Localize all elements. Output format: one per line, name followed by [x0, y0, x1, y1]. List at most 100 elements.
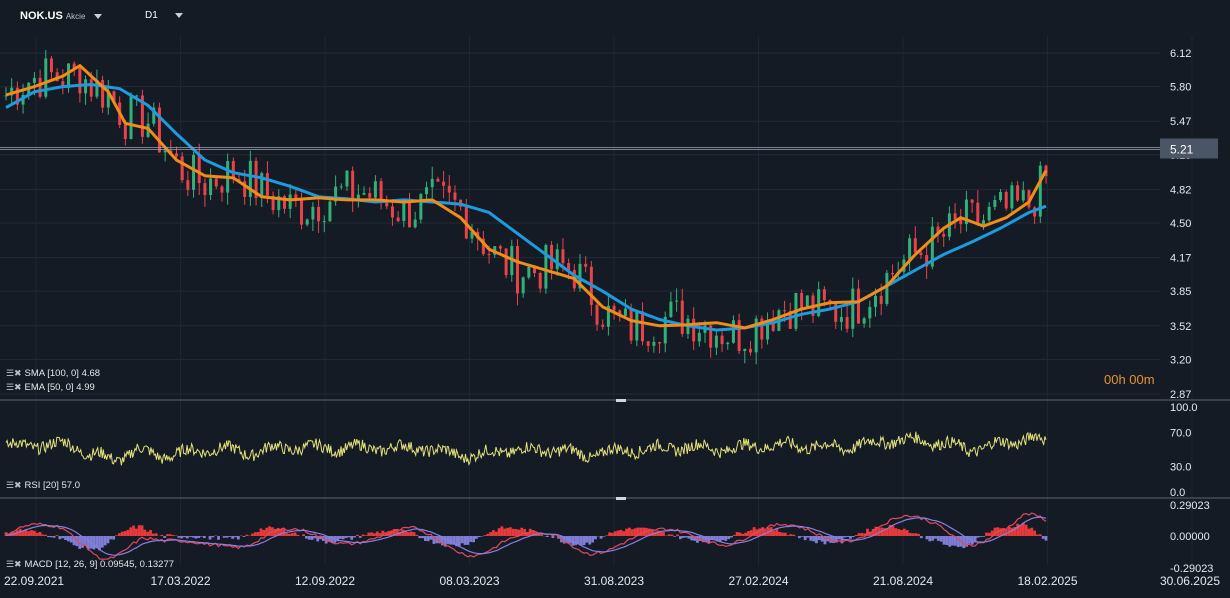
macd-histogram-bar: [834, 536, 838, 543]
macd-histogram-bar: [902, 528, 906, 536]
macd-histogram-bar: [273, 528, 277, 536]
close-icon[interactable]: ✖: [14, 368, 22, 378]
macd-histogram-bar: [939, 536, 943, 542]
sma-legend[interactable]: ☰✖ SMA [100, 0] 4.68: [6, 368, 100, 379]
macd-histogram-bar: [168, 534, 172, 536]
macd-histogram-bar: [98, 536, 101, 551]
candle-body: [351, 170, 355, 200]
macd-histogram-bar: [276, 527, 280, 536]
candle-body: [379, 181, 383, 203]
candle-body: [800, 293, 804, 308]
macd-histogram-bar: [475, 536, 478, 539]
rsi-line: [5, 431, 1047, 466]
macd-histogram-bar: [857, 533, 861, 536]
pane-resize-handle: [616, 399, 626, 402]
macd-histogram-bar: [174, 535, 178, 536]
macd-histogram-bar: [990, 530, 994, 536]
candle-body: [862, 318, 866, 324]
macd-histogram-bar: [647, 528, 651, 536]
macd-histogram-bar: [41, 534, 45, 536]
macd-histogram-bar: [134, 528, 138, 536]
candle-body: [265, 173, 269, 196]
macd-histogram-bar: [117, 533, 121, 536]
candle-body: [396, 217, 400, 222]
macd-histogram-bar: [500, 526, 504, 536]
candle-body: [95, 80, 99, 97]
macd-histogram-bar: [95, 536, 99, 549]
x-tick-label: 08.03.2023: [439, 574, 499, 588]
menu-icon[interactable]: ☰: [6, 368, 15, 378]
menu-icon[interactable]: ☰: [6, 382, 15, 392]
symbol-selector[interactable]: NOK.US Akcie: [20, 10, 103, 22]
macd-histogram-bar: [245, 534, 249, 536]
candle-body: [123, 124, 127, 140]
timeframe-selector[interactable]: D1: [145, 10, 183, 21]
menu-icon[interactable]: ☰: [6, 480, 15, 490]
macd-histogram-bar: [100, 536, 104, 548]
macd-histogram-bar: [565, 536, 569, 543]
macd-histogram-bar: [469, 536, 473, 542]
candle-body: [407, 198, 411, 228]
macd-histogram-bar: [75, 536, 79, 547]
macd-histogram-bar: [486, 533, 490, 536]
macd-histogram-bar: [52, 536, 56, 538]
candle-body: [669, 301, 673, 317]
macd-histogram-bar: [336, 536, 339, 542]
macd-histogram-bar: [1019, 524, 1022, 536]
macd-histogram-bar: [180, 536, 184, 539]
candle-body: [1004, 192, 1008, 209]
macd-histogram-bar: [588, 536, 592, 545]
macd-histogram-bar: [64, 536, 67, 540]
ema-legend[interactable]: ☰✖ EMA [50, 0] 4.99: [6, 382, 95, 393]
candle-body: [192, 154, 196, 190]
macd-histogram-bar: [494, 531, 498, 536]
macd-histogram-bar: [330, 536, 334, 543]
macd-histogram-bar: [412, 532, 416, 536]
candle-body: [322, 221, 326, 223]
candle-body: [692, 318, 696, 342]
macd-histogram-bar: [392, 529, 396, 536]
candle-body: [521, 277, 525, 294]
macd-histogram-bar: [35, 532, 39, 536]
menu-icon[interactable]: ☰: [6, 559, 15, 569]
rsi-tick-label: 30.0: [1170, 462, 1191, 474]
candle-body: [930, 226, 934, 267]
candle-body: [220, 186, 224, 193]
macd-histogram-bar: [843, 536, 847, 538]
macd-histogram-bar: [132, 525, 135, 536]
candle-body: [766, 320, 770, 340]
macd-histogram-bar: [942, 536, 946, 545]
rsi-legend[interactable]: ☰✖ RSI [20] 57.0: [6, 480, 80, 491]
macd-histogram-bar: [511, 528, 515, 536]
candle-body: [641, 311, 645, 342]
macd-histogram-bar: [968, 536, 971, 544]
candle-body: [919, 252, 923, 256]
ema-line: [5, 63, 1048, 330]
macd-histogram-bar: [514, 529, 518, 536]
candle-body: [498, 246, 502, 249]
close-icon[interactable]: ✖: [14, 559, 22, 569]
close-icon[interactable]: ✖: [14, 480, 22, 490]
macd-histogram-bar: [877, 527, 881, 536]
macd-histogram-bar: [463, 536, 467, 545]
macd-histogram-bar: [151, 533, 155, 536]
close-icon[interactable]: ✖: [14, 382, 22, 392]
macd-histogram-bar: [310, 536, 314, 540]
macd-histogram-bar: [458, 536, 461, 546]
candle-body: [697, 332, 701, 342]
candle-body: [709, 325, 713, 348]
macd-histogram-bar: [732, 534, 736, 536]
macd-histogram-bar: [783, 532, 787, 536]
macd-legend[interactable]: ☰✖ MACD [12, 26, 9] 0.09545, 0.13277: [6, 559, 174, 570]
macd-histogram-bar: [285, 533, 288, 536]
candle-body: [152, 107, 156, 124]
candle-body: [425, 187, 429, 195]
macd-histogram-bar: [350, 536, 354, 540]
candle-body: [1021, 190, 1025, 201]
macd-histogram-bar: [925, 536, 929, 540]
candle-body: [856, 288, 860, 324]
candle-body: [282, 196, 286, 209]
candle-body: [186, 180, 190, 190]
macd-histogram-bar: [718, 536, 722, 542]
